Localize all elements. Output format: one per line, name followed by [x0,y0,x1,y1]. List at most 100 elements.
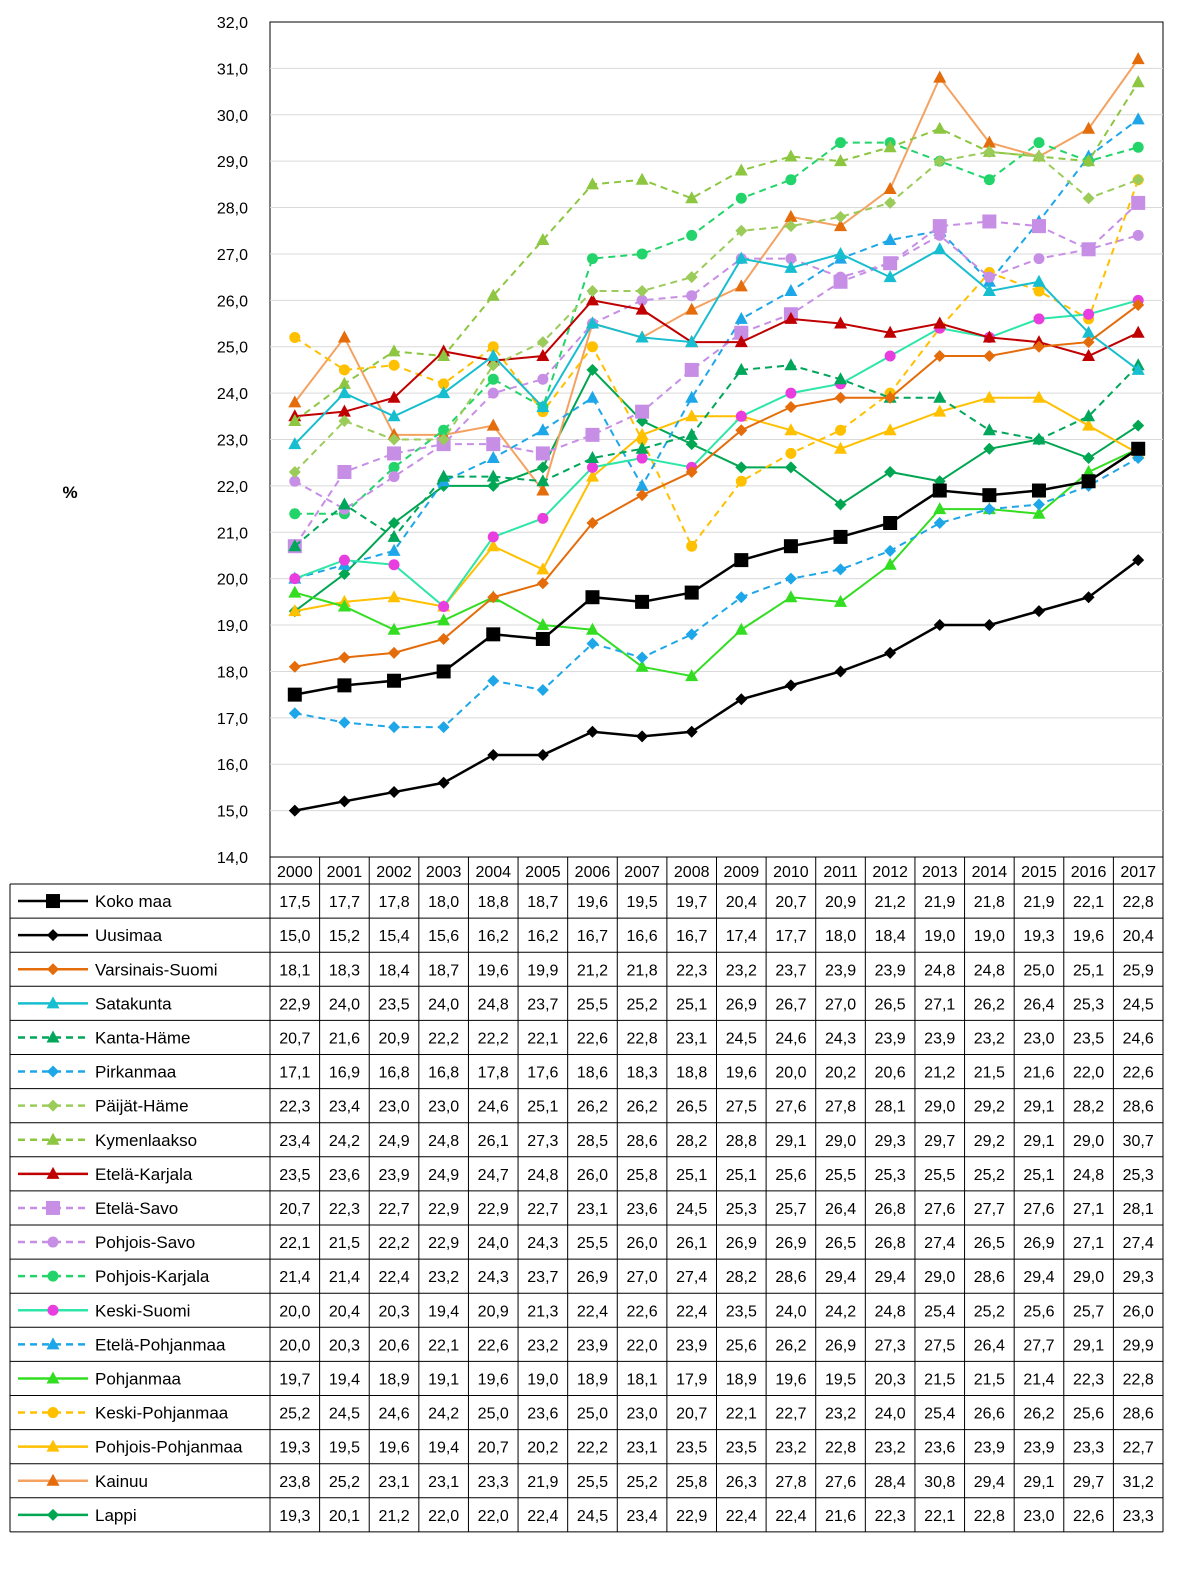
data-point [388,461,400,473]
legend-marker [47,1304,59,1316]
table-cell: 23,2 [726,962,757,979]
table-cell: 19,6 [775,1371,806,1388]
table-cell: 22,7 [527,1201,558,1218]
table-cell: 26,5 [875,996,906,1013]
data-point [933,517,946,529]
table-cell: 23,4 [627,1508,658,1525]
table-cell: 28,1 [1123,1201,1154,1218]
series-kainuu [288,52,1145,496]
data-point [338,651,351,664]
table-cell: 23,9 [676,1337,707,1354]
data-point [1082,349,1096,361]
data-point [884,196,897,209]
table-cell: 20,3 [329,1337,360,1354]
table-cell: 27,6 [1023,1201,1054,1218]
table-row: Kanta-Häme 20,7 21,6 20,9 22,2 22,2 22,1 22,6 22… [18,1028,1154,1047]
table-cell: 29,4 [875,1269,906,1286]
data-point [983,271,995,283]
data-point [883,270,897,283]
table-cell: 20,2 [527,1440,558,1457]
table-cell: 22,8 [627,1030,658,1047]
table-cell: 15,6 [428,928,459,945]
table-cell: 28,4 [875,1474,906,1491]
data-point [636,489,649,502]
data-point [585,590,600,605]
table-cell: 26,2 [627,1099,658,1116]
table-cell: 24,0 [329,996,360,1013]
legend-label: Kanta-Häme [95,1028,190,1047]
data-point [685,669,699,682]
table-cell: 25,6 [1073,1406,1104,1423]
data-point [437,613,451,626]
table-cell: 24,7 [478,1167,509,1184]
table-cell: 24,5 [577,1508,608,1525]
data-point [834,441,848,454]
legend-label: Kymenlaakso [95,1131,197,1150]
data-point [337,404,351,417]
data-point [735,475,747,487]
data-point [387,390,401,403]
table-cell: 22,9 [428,1201,459,1218]
data-point [1081,474,1096,489]
table-cell: 24,6 [775,1030,806,1047]
data-point [1132,141,1144,153]
table-cell: 17,9 [676,1371,707,1388]
table-cell: 19,9 [527,962,558,979]
table-cell: 20,6 [875,1065,906,1082]
table-cell: 29,0 [1073,1269,1104,1286]
table-cell: 19,4 [428,1440,459,1457]
table-cell: 23,2 [527,1337,558,1354]
data-point [536,461,549,474]
table-cell: 27,0 [825,996,856,1013]
y-axis-label: % [62,483,77,502]
y-tick-label: 25,0 [217,340,248,357]
table-cell: 21,6 [1023,1065,1054,1082]
table-cell: 26,4 [1023,996,1054,1013]
data-point [635,478,649,491]
data-point [1132,229,1144,241]
table-cell: 23,2 [974,1030,1005,1047]
data-point [338,568,351,581]
data-point [585,316,599,329]
data-point [1081,242,1096,257]
table-cell: 22,1 [726,1406,757,1423]
table-cell: 19,5 [329,1440,360,1457]
data-point [784,461,797,474]
table-cell: 24,9 [378,1133,409,1150]
data-point [883,423,897,436]
table-cell: 25,3 [875,1167,906,1184]
data-point [289,475,301,487]
data-point [734,325,749,340]
table-cell: 23,9 [875,1030,906,1047]
data-point [983,442,996,455]
data-point [883,233,897,246]
table-cell: 20,4 [726,894,757,911]
data-point [1132,419,1145,432]
table-cell: 26,2 [775,1337,806,1354]
table-cell: 28,5 [577,1133,608,1150]
table-cell: 18,7 [428,962,459,979]
data-point [536,684,549,696]
x-tick-label: 2010 [773,864,809,881]
table-cell: 22,4 [726,1508,757,1525]
x-tick-label: 2015 [1021,864,1057,881]
table-cell: 20,4 [329,1303,360,1320]
y-tick-label: 27,0 [217,247,248,264]
table-cell: 19,3 [279,1440,310,1457]
data-point [1032,432,1046,445]
table-cell: 25,3 [726,1201,757,1218]
table-cell: 22,6 [627,1303,658,1320]
data-point [933,121,947,134]
data-point [784,401,797,414]
data-point [288,437,302,450]
table-cell: 23,0 [378,1099,409,1116]
table-cell: 22,3 [329,1201,360,1218]
table-cell: 22,2 [577,1440,608,1457]
table-cell: 26,8 [875,1235,906,1252]
table-cell: 21,5 [329,1235,360,1252]
data-point [636,434,648,445]
data-point [784,572,797,585]
table-cell: 17,7 [329,894,360,911]
table-cell: 23,1 [378,1474,409,1491]
y-tick-label: 31,0 [217,61,248,78]
